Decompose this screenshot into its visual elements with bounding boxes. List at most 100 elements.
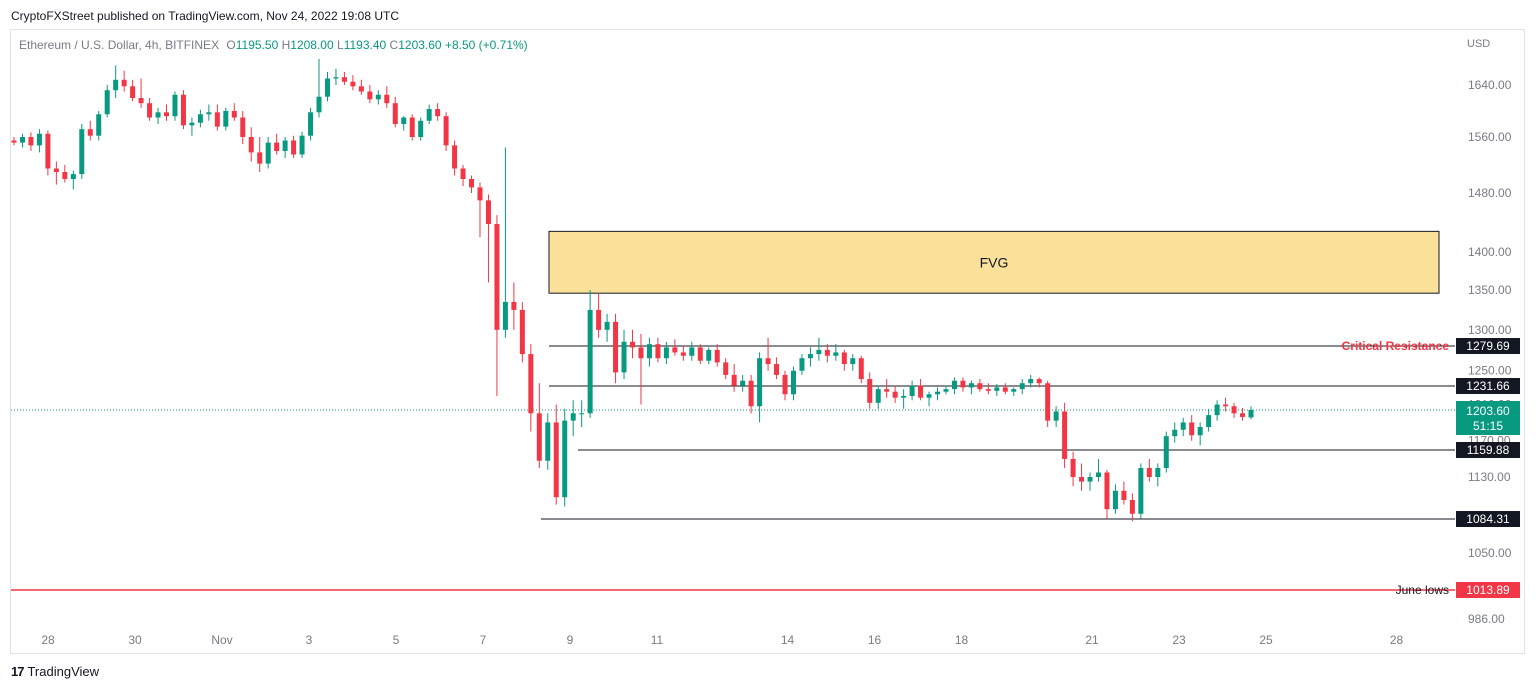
level-price-text: 1159.88 [1467,443,1510,457]
y-tick-label: 1400.00 [1468,245,1512,259]
candle-body [197,114,203,123]
fvg-zone [548,230,1440,294]
candle-body [587,309,593,414]
y-tick-label: 986.00 [1468,612,1505,626]
candle-body [28,137,34,146]
x-tick-label: 28 [41,633,55,647]
candle-body [960,380,966,388]
level-price-tag [1456,582,1520,598]
candle-body [630,341,635,348]
candle-body [282,140,288,151]
candle-body [1146,467,1152,477]
close-label: C [389,38,399,52]
candle-body [460,168,466,179]
candle-body [757,358,763,407]
tradingview-branding[interactable]: 17 TradingView [11,664,99,679]
candle-body [596,309,602,330]
low-value: 1193.40 [343,38,387,52]
candle-body [655,344,661,359]
level-price-text: 1013.89 [1466,583,1510,597]
candle-body [308,112,314,136]
candle-body [774,364,780,375]
candle-body [1011,389,1017,392]
candle-body [706,349,712,361]
y-tick-label: 1350.00 [1468,283,1512,297]
current-price-text: 1203.60 [1466,404,1510,418]
candle-body [909,385,915,396]
candle-body [1231,406,1237,414]
candle-body [663,347,669,359]
candle-body [740,380,746,386]
candle-body [646,344,652,359]
candle-body [1189,422,1195,436]
candle-body [977,383,983,390]
x-tick-label: 9 [567,633,574,647]
candle-body [1197,427,1203,436]
y-tick-label: 1050.00 [1468,546,1512,560]
candle-body [409,117,415,137]
candle-body [418,120,424,137]
currency-label: USD [1467,38,1490,50]
y-tick-label: 1250.00 [1468,364,1512,378]
candle-body [1070,458,1076,477]
candle-body [723,362,729,375]
candle-body [1240,413,1246,417]
candle-body [782,374,788,395]
candle-body [562,420,568,498]
candle-body [180,94,186,126]
candle-body [147,103,153,118]
brand-name: TradingView [27,664,100,679]
candle-body [1155,467,1161,477]
level-price-tag [1456,511,1520,527]
candle-body [875,389,881,403]
tradingview-logo-icon: 17 [11,664,25,679]
candle-body [807,354,813,359]
candle-body [70,174,76,179]
candle-body [858,358,864,380]
candle-body [1002,387,1008,392]
close-value: 1203.60 [398,38,442,52]
y-tick-label: 1300.00 [1468,323,1512,337]
candle-body [130,86,136,98]
candle-body [1112,490,1118,510]
change-value: +8.50 (+0.71%) [444,38,528,52]
level-annotation: June lows [1396,583,1449,597]
candle-body [850,358,856,365]
candle-body [274,142,280,151]
candle-body [79,129,85,175]
candle-body [570,413,576,421]
candle-body [240,117,246,137]
candle-body [392,103,398,124]
x-tick-label: 14 [781,633,795,647]
candle-body [680,352,686,356]
x-tick-label: 5 [393,633,400,647]
candle-body [53,168,59,172]
low-label: L [337,38,344,52]
candle-body [1180,422,1186,430]
candle-body [121,79,127,87]
candle-body [833,352,839,356]
candle-body [689,347,695,356]
high-label: H [281,38,291,52]
x-tick-label: 25 [1259,633,1273,647]
candle-body [1095,472,1101,477]
candle-body [164,112,170,117]
x-tick-label: 18 [955,633,969,647]
candle-body [96,114,102,136]
candle-body [223,111,229,127]
candle-body [214,112,220,127]
x-tick-label: 23 [1172,633,1186,647]
candle-body [926,394,932,398]
level-price-text: 1084.31 [1466,512,1510,526]
level-price-tag [1456,442,1520,458]
x-tick-label: 7 [480,633,487,647]
current-price-tag [1456,401,1520,435]
candle-body [748,380,754,407]
candle-body [358,86,364,92]
candle-body [799,358,805,371]
candle-body [672,347,678,353]
candle-body [765,358,771,365]
candle-body [731,374,737,386]
candle-body [172,94,178,117]
